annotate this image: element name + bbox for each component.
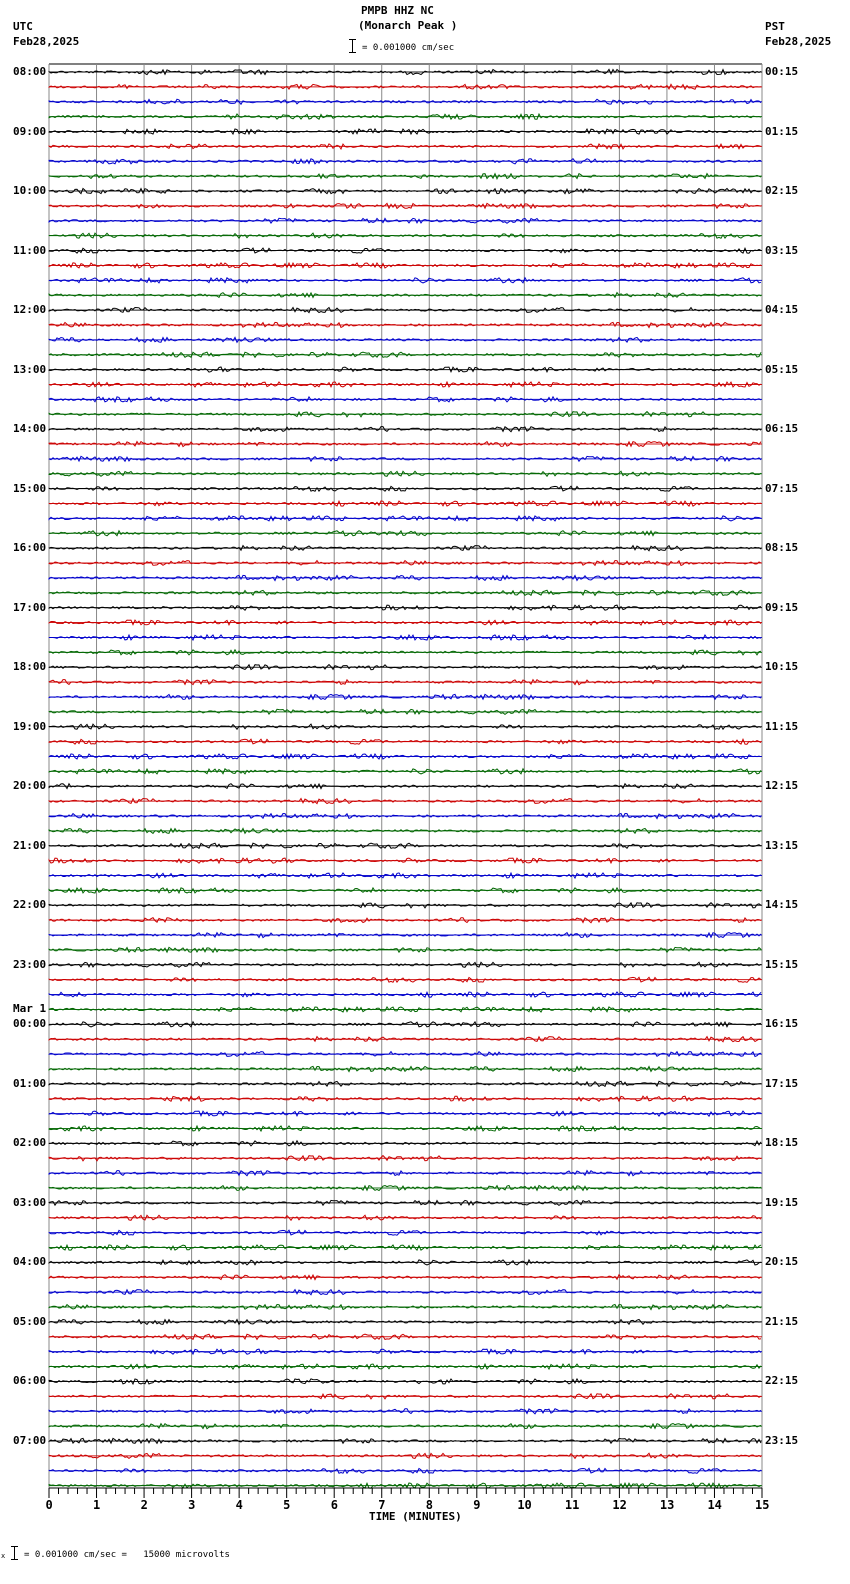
x-tick-label: 13 <box>659 1498 675 1512</box>
right-hour-label: 07:15 <box>765 481 799 495</box>
right-hour-label: 13:15 <box>765 838 799 852</box>
right-hour-label: 22:15 <box>765 1374 799 1388</box>
left-hour-label: 20:00 <box>13 779 47 793</box>
left-date-change-label: Mar 1 <box>13 1002 47 1016</box>
x-tick-label: 1 <box>93 1498 101 1512</box>
scale-bar-icon <box>349 39 356 53</box>
left-hour-label: 21:00 <box>13 838 47 852</box>
right-hour-label: 00:15 <box>765 65 799 78</box>
left-hour-label: 09:00 <box>13 124 47 138</box>
left-hour-label: 18:00 <box>13 660 47 674</box>
left-hour-label: 04:00 <box>13 1255 47 1269</box>
x-tick-label: 3 <box>188 1498 196 1512</box>
station-location: (Monarch Peak ) <box>358 19 458 32</box>
footer-scale-bar-icon <box>11 1546 18 1560</box>
left-hour-label: 02:00 <box>13 1136 47 1150</box>
left-hour-label: 22:00 <box>13 898 47 912</box>
right-timezone: PST <box>765 20 785 33</box>
scale-label: = 0.001000 cm/sec <box>362 43 455 53</box>
left-hour-label: 15:00 <box>13 481 47 495</box>
left-hour-label: 14:00 <box>13 422 47 436</box>
right-hour-label: 01:15 <box>765 124 799 138</box>
x-tick-label: 14 <box>707 1498 722 1512</box>
x-tick-label: 11 <box>564 1498 580 1512</box>
right-hour-label: 02:15 <box>765 184 799 198</box>
left-hour-label: 06:00 <box>13 1374 47 1388</box>
left-date: Feb28,2025 <box>13 35 80 48</box>
right-hour-label: 14:15 <box>765 898 799 912</box>
left-hour-label: 23:00 <box>13 957 47 971</box>
x-tick-label: 4 <box>235 1498 243 1512</box>
left-hour-label: 08:00 <box>13 65 47 78</box>
left-hour-label: 17:00 <box>13 600 47 614</box>
x-tick-label: 10 <box>517 1498 532 1512</box>
right-hour-label: 05:15 <box>765 362 799 376</box>
right-hour-label: 19:15 <box>765 1195 799 1209</box>
x-tick-label: 6 <box>330 1498 338 1512</box>
right-hour-label: 12:15 <box>765 779 799 793</box>
left-hour-label: 05:00 <box>13 1314 47 1328</box>
right-hour-label: 15:15 <box>765 957 799 971</box>
right-hour-label: 09:15 <box>765 600 799 614</box>
x-tick-label: 15 <box>755 1498 770 1512</box>
left-hour-label: 11:00 <box>13 243 47 257</box>
right-hour-label: 11:15 <box>765 719 799 733</box>
x-tick-label: 0 <box>45 1498 53 1512</box>
right-hour-label: 03:15 <box>765 243 799 257</box>
right-hour-label: 10:15 <box>765 660 799 674</box>
x-axis-label: TIME (MINUTES) <box>369 1510 462 1523</box>
left-hour-label: 19:00 <box>13 719 47 733</box>
right-hour-label: 20:15 <box>765 1255 799 1269</box>
x-tick-label: 5 <box>283 1498 291 1512</box>
left-hour-label: 12:00 <box>13 303 47 317</box>
left-hour-label: 00:00 <box>13 1017 47 1031</box>
right-hour-label: 04:15 <box>765 303 799 317</box>
right-hour-label: 21:15 <box>765 1314 799 1328</box>
right-hour-label: 17:15 <box>765 1076 799 1090</box>
footer-prefix: x <box>1 1552 6 1560</box>
left-hour-label: 03:00 <box>13 1195 47 1209</box>
left-timezone: UTC <box>13 20 33 33</box>
right-date: Feb28,2025 <box>765 35 832 48</box>
footer-scale-note: = 0.001000 cm/sec = 15000 microvolts <box>24 1550 230 1560</box>
x-tick-label: 12 <box>612 1498 627 1512</box>
left-hour-label: 01:00 <box>13 1076 47 1090</box>
left-hour-label: 16:00 <box>13 541 47 555</box>
x-tick-label: 9 <box>473 1498 481 1512</box>
right-hour-label: 23:15 <box>765 1433 799 1447</box>
right-hour-label: 18:15 <box>765 1136 799 1150</box>
left-hour-label: 10:00 <box>13 184 47 198</box>
left-hour-label: 07:00 <box>13 1433 47 1447</box>
right-hour-label: 08:15 <box>765 541 799 555</box>
left-hour-label: 13:00 <box>13 362 47 376</box>
x-tick-label: 8 <box>425 1498 433 1512</box>
x-tick-label: 2 <box>140 1498 148 1512</box>
station-title: PMPB HHZ NC <box>361 4 434 17</box>
right-hour-label: 06:15 <box>765 422 799 436</box>
x-tick-label: 7 <box>378 1498 386 1512</box>
right-hour-label: 16:15 <box>765 1017 799 1031</box>
